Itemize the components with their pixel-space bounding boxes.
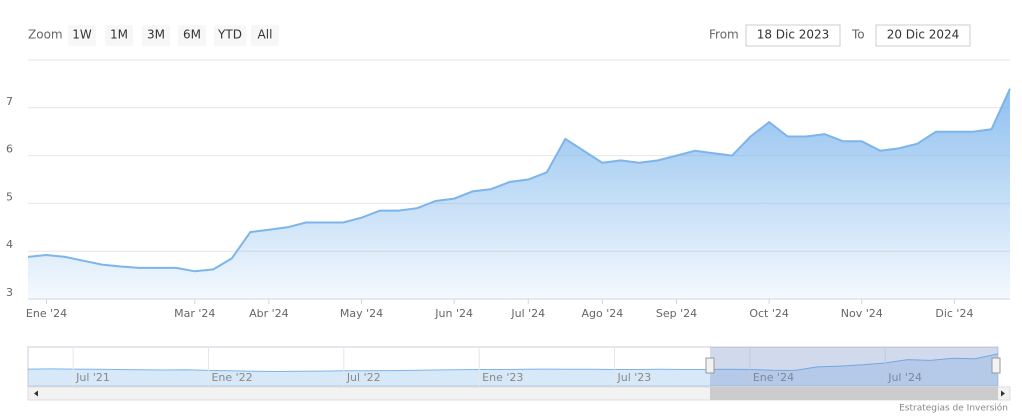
x-tick-label: Jul '24 <box>887 371 922 384</box>
x-tick-label: Jul '24 <box>510 307 545 320</box>
zoom-button-label[interactable]: YTD <box>217 28 242 42</box>
zoom-button[interactable] <box>251 25 279 46</box>
zoom-button[interactable] <box>214 25 246 46</box>
to-value[interactable]: 20 Dic 2024 <box>887 28 960 42</box>
x-tick-label: Ene '23 <box>482 371 523 384</box>
y-tick-label: 7 <box>6 95 13 108</box>
x-tick-label: Jul '22 <box>346 371 381 384</box>
navigator-handle[interactable] <box>705 357 715 374</box>
x-tick-label: Ene '24 <box>26 307 67 320</box>
line <box>27 88 1011 273</box>
x-tick-label: Jul '23 <box>617 371 652 384</box>
line <box>27 353 999 373</box>
scrollbar-thumb[interactable] <box>710 387 998 400</box>
scroll-right[interactable] <box>1001 390 1005 397</box>
to-input[interactable] <box>875 24 971 47</box>
zoom-button-label[interactable]: 1M <box>110 28 128 42</box>
y-tick-label: 6 <box>6 143 13 156</box>
zoom-button[interactable] <box>178 25 206 46</box>
from-value[interactable]: 18 Dic 2023 <box>757 28 830 42</box>
y-tick-label: 3 <box>6 286 13 299</box>
x-tick-label: May '24 <box>340 307 383 320</box>
x-tick-label: Ago '24 <box>581 307 623 320</box>
x-tick-label: Jun '24 <box>434 307 473 320</box>
from-input[interactable] <box>745 24 841 47</box>
x-tick-label: Ene '22 <box>211 371 252 384</box>
navigator-selection[interactable] <box>710 347 998 386</box>
zoom-button[interactable] <box>68 25 96 46</box>
y-tick-label: 5 <box>6 190 13 203</box>
area <box>28 353 998 386</box>
zoom-button-label[interactable]: All <box>258 28 273 42</box>
x-tick-label: Abr '24 <box>249 307 289 320</box>
x-tick-label: Jul '21 <box>75 371 110 384</box>
area <box>28 88 1010 299</box>
x-tick-label: Nov '24 <box>841 307 883 320</box>
zoom-label: Zoom <box>28 28 63 42</box>
from-label: From <box>709 28 739 42</box>
zoom-button-label[interactable]: 1W <box>72 28 92 42</box>
y-tick-label: 4 <box>6 238 13 251</box>
x-tick-label: Ene '24 <box>753 371 794 384</box>
to-label: To <box>851 28 865 42</box>
navigator-handle[interactable] <box>991 357 1001 374</box>
scroll-left[interactable] <box>34 390 38 397</box>
zoom-button[interactable] <box>105 25 133 46</box>
x-tick-label: Dic '24 <box>935 307 973 320</box>
x-tick-label: Oct '24 <box>749 307 789 320</box>
x-tick-label: Sep '24 <box>656 307 697 320</box>
zoom-button-label[interactable]: 3M <box>147 28 165 42</box>
credit: Estrategias de Inversión <box>899 403 1008 414</box>
x-tick-label: Mar '24 <box>174 307 215 320</box>
zoom-button-label[interactable]: 6M <box>183 28 201 42</box>
zoom-button[interactable] <box>142 25 170 46</box>
